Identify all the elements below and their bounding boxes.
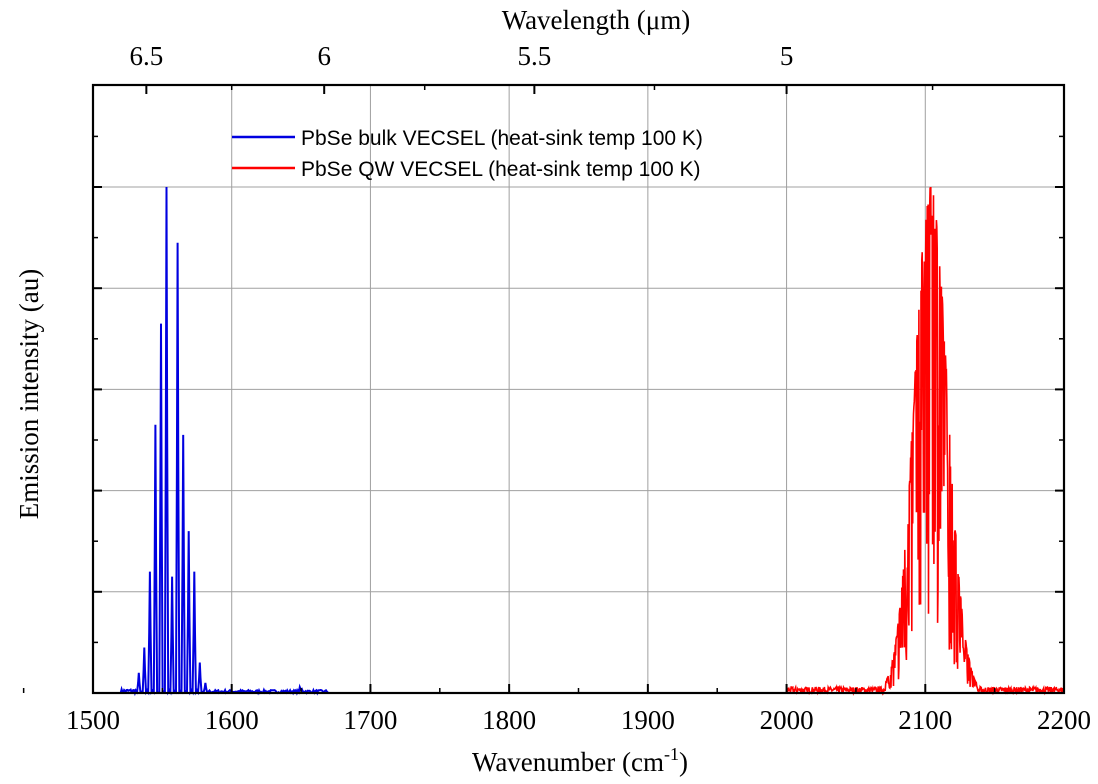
top-tick-label: 5 — [780, 41, 794, 71]
x-tick-label: 1900 — [621, 705, 675, 735]
legend-label-qw: PbSe QW VECSEL (heat-sink temp 100 K) — [301, 158, 701, 181]
x-tick-label: 2000 — [760, 705, 814, 735]
top-tick-label: 6.5 — [129, 41, 163, 71]
x-axis-label-end: ) — [679, 747, 688, 777]
qw-vecsel-line — [785, 186, 1065, 696]
axis-ticks — [22, 85, 1065, 693]
legend: PbSe bulk VECSEL (heat-sink temp 100 K) … — [232, 127, 703, 181]
bulk-vecsel-line — [119, 186, 329, 697]
series-qw-vecsel — [785, 186, 1065, 696]
tick-labels: 1500 1600 1700 1800 1900 2000 2100 2200 6.5 6 5.5 5 — [66, 41, 1091, 735]
x-tick-label: 1700 — [343, 705, 397, 735]
x-axis-label-sup: -1 — [664, 744, 679, 764]
top-tick-label: 6 — [317, 41, 331, 71]
top-tick-label: 5.5 — [517, 41, 551, 71]
x-tick-label: 2200 — [1037, 705, 1091, 735]
legend-label-bulk: PbSe bulk VECSEL (heat-sink temp 100 K) — [301, 127, 703, 150]
x-tick-label: 1600 — [205, 705, 259, 735]
x-axis-label-main: Wavenumber (cm — [472, 747, 664, 777]
x-tick-label: 1500 — [66, 705, 120, 735]
series-bulk-vecsel — [119, 186, 329, 697]
x-tick-label: 1800 — [482, 705, 536, 735]
top-axis-label: Wavelength (μm) — [502, 5, 691, 35]
x-axis-label: Wavenumber (cm-1) — [472, 744, 688, 777]
y-axis-label: Emission intensity (au) — [14, 269, 44, 519]
x-tick-label: 2100 — [898, 705, 952, 735]
